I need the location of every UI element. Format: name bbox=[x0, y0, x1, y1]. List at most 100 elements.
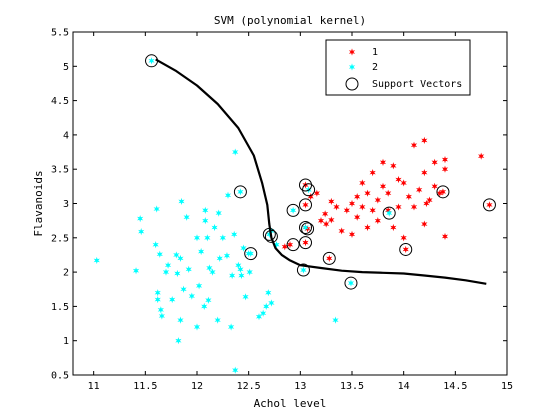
data-point-series-1 bbox=[338, 227, 345, 235]
chart-title: SVM (polynomial kernel) bbox=[214, 14, 366, 27]
y-axis-label: Flavanoids bbox=[32, 170, 45, 236]
data-point-series-1 bbox=[328, 197, 335, 206]
data-point-series-2 bbox=[229, 271, 236, 280]
data-point-series-1 bbox=[348, 230, 356, 238]
data-point-series-1 bbox=[369, 169, 376, 177]
data-point-series-2 bbox=[268, 299, 275, 307]
legend-markers bbox=[345, 48, 359, 91]
data-point-series-2 bbox=[148, 57, 155, 65]
support-vector-marker bbox=[299, 221, 312, 235]
support-vector-marker bbox=[262, 227, 276, 241]
data-point-series-1 bbox=[421, 136, 428, 144]
y-tick-label: 4 bbox=[63, 130, 69, 141]
x-tick-label: 15 bbox=[501, 381, 513, 392]
data-point-series-1 bbox=[322, 210, 329, 218]
data-point-series-1 bbox=[423, 199, 430, 208]
data-point-series-1 bbox=[313, 189, 320, 197]
data-point-series-2 bbox=[237, 265, 244, 273]
data-point-series-1 bbox=[441, 156, 449, 164]
y-tick-label: 0.5 bbox=[51, 371, 69, 382]
data-point-series-2 bbox=[209, 268, 216, 276]
support-vector-marker bbox=[482, 198, 496, 212]
data-point-series-2 bbox=[183, 213, 190, 221]
data-point-series-2 bbox=[386, 209, 393, 217]
data-point-series-2 bbox=[205, 296, 212, 304]
data-point-series-2 bbox=[193, 323, 201, 331]
support-vector-marker bbox=[436, 185, 450, 199]
support-vector-marker bbox=[322, 251, 336, 265]
data-point-series-2 bbox=[247, 249, 254, 258]
data-point-series-1 bbox=[405, 193, 412, 201]
data-point-series-2 bbox=[332, 316, 339, 324]
data-point-series-1 bbox=[354, 193, 361, 201]
support-vector-marker bbox=[296, 263, 310, 277]
support-vector-marker bbox=[264, 229, 278, 243]
y-tick-label: 2.5 bbox=[51, 233, 69, 244]
data-point-series-2 bbox=[265, 289, 272, 297]
data-point-series-2 bbox=[231, 230, 238, 238]
data-point-series-1 bbox=[374, 196, 381, 204]
legend-marker-series-2 bbox=[348, 63, 356, 71]
data-point-series-1 bbox=[364, 189, 371, 197]
y-tick-label: 3.5 bbox=[51, 165, 69, 176]
data-point-series-2 bbox=[232, 366, 239, 374]
data-point-series-2 bbox=[162, 268, 170, 276]
data-point-series-1 bbox=[359, 179, 366, 187]
support-vector-marker bbox=[299, 236, 312, 250]
y-tick-label: 5 bbox=[63, 62, 69, 73]
legend-box bbox=[325, 39, 471, 96]
data-point-series-1 bbox=[307, 193, 314, 201]
x-tick-label: 11.5 bbox=[133, 381, 157, 392]
data-point-series-2 bbox=[185, 265, 192, 273]
data-point-series-2 bbox=[193, 234, 201, 242]
data-point-series-1 bbox=[390, 223, 397, 232]
data-point-series-1 bbox=[326, 254, 333, 262]
legend-label-support-vectors: Support Vectors bbox=[372, 79, 462, 90]
data-point-series-1 bbox=[416, 186, 423, 194]
data-point-series-1 bbox=[359, 203, 366, 211]
support-vectors bbox=[145, 54, 496, 290]
data-point-series-2 bbox=[227, 323, 235, 331]
data-point-series-1 bbox=[364, 223, 371, 232]
data-point-series-2 bbox=[263, 302, 270, 310]
data-point-series-1 bbox=[317, 217, 325, 225]
legend-label-series-1: 1 bbox=[372, 47, 378, 58]
data-point-series-2 bbox=[177, 316, 184, 324]
legend-marker-series-1 bbox=[348, 48, 356, 56]
data-point-series-2 bbox=[175, 337, 182, 345]
data-point-series-1 bbox=[281, 243, 288, 251]
x-tick-label: 13 bbox=[294, 381, 306, 392]
data-point-series-1 bbox=[421, 220, 428, 228]
data-point-series-1 bbox=[343, 206, 350, 214]
data-point-series-2 bbox=[300, 266, 307, 274]
data-point-series-2 bbox=[223, 252, 231, 260]
data-point-series-2 bbox=[153, 205, 160, 213]
support-vector-marker bbox=[302, 183, 316, 197]
data-point-series-2 bbox=[173, 251, 180, 259]
data-point-series-2 bbox=[246, 268, 253, 276]
y-tick-label: 3 bbox=[63, 199, 69, 210]
data-point-series-2 bbox=[260, 309, 267, 317]
data-point-series-1 bbox=[439, 188, 447, 196]
data-point-series-2 bbox=[215, 209, 222, 217]
data-point-series-2 bbox=[154, 295, 161, 304]
x-tick-label: 12 bbox=[191, 381, 203, 392]
support-vector-marker bbox=[244, 247, 258, 261]
decision-boundary bbox=[155, 58, 487, 285]
support-vector-marker bbox=[382, 206, 396, 220]
data-point-series-2 bbox=[169, 295, 176, 304]
data-point-series-2 bbox=[202, 206, 209, 214]
data-point-series-1 bbox=[369, 206, 376, 214]
data-point-series-1 bbox=[426, 196, 433, 204]
data-point-series-1 bbox=[441, 232, 449, 241]
data-point-series-1 bbox=[385, 189, 392, 197]
data-point-series-1 bbox=[348, 199, 356, 208]
data-point-series-2 bbox=[214, 316, 221, 324]
support-vector-marker bbox=[301, 222, 315, 236]
data-point-series-2 bbox=[156, 250, 163, 258]
data-point-series-2 bbox=[202, 217, 209, 225]
data-point-series-2 bbox=[174, 269, 181, 278]
data-point-series-2 bbox=[164, 261, 172, 269]
data-point-series-2 bbox=[237, 188, 244, 196]
